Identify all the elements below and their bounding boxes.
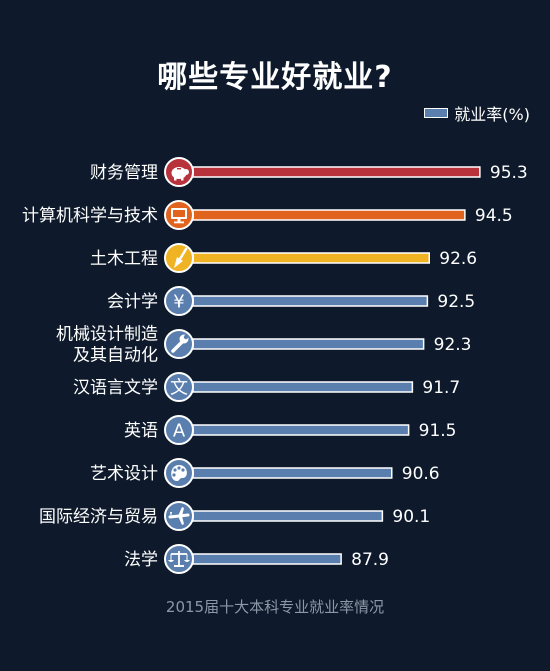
plane-wing [178, 507, 184, 516]
scales-pan [184, 560, 190, 562]
palette-dot [177, 466, 181, 470]
category-label: 英语 [124, 421, 158, 441]
icon-glyph: A [173, 421, 186, 442]
category-label: 会计学 [107, 292, 158, 312]
category-label: 艺术设计 [90, 464, 158, 484]
legend-swatch [424, 108, 449, 118]
monitor-screen [173, 210, 185, 217]
wrench-jaw [183, 334, 189, 340]
category-label: 计算机科学与技术 [22, 206, 158, 226]
icon-circle [164, 286, 194, 316]
scales-base [174, 565, 184, 567]
icon-circle [164, 372, 194, 402]
bar [192, 252, 430, 264]
value-label: 90.6 [402, 464, 440, 484]
piggy-bank-icon [164, 157, 194, 187]
bar [192, 381, 414, 393]
bar-row: 国际经济与贸易 90.1 [39, 501, 430, 531]
bar-row: 财务管理 95.3 [90, 157, 528, 187]
bar [192, 295, 429, 307]
icon-glyph: 文 [170, 378, 188, 399]
category-label: 汉语言文学 [73, 378, 158, 398]
category-label: 及其自动化 [73, 346, 158, 366]
monitor-neck [177, 219, 181, 222]
bar-row: A 英语 91.5 [124, 415, 457, 445]
bar [192, 467, 393, 479]
computer-monitor-icon [164, 200, 194, 230]
value-label: 87.9 [351, 550, 389, 570]
icon-glyph: ¥ [173, 292, 184, 313]
yen-icon: ¥ [164, 286, 194, 316]
bar [192, 553, 342, 565]
bar-row: 土木工程 92.6 [90, 243, 477, 273]
palette-dot [181, 468, 185, 472]
bar [192, 424, 410, 436]
trowel-blade [174, 257, 183, 268]
piggy-slot [177, 168, 181, 170]
legend: 就业率(%) [424, 101, 530, 125]
icon-circle [164, 243, 194, 273]
category-label: 国际经济与贸易 [39, 507, 158, 527]
value-label: 95.3 [490, 163, 528, 183]
value-label: 91.7 [422, 378, 460, 398]
value-label: 90.1 [392, 507, 430, 527]
bar [192, 510, 384, 522]
trowel-icon [164, 243, 194, 273]
piggy-leg [181, 177, 184, 181]
trowel-handle [178, 247, 188, 261]
bar-row: 计算机科学与技术 94.5 [22, 200, 513, 230]
wen-character-icon: 文 [164, 372, 194, 402]
scales-icon [164, 544, 194, 574]
piggy-snout [183, 169, 189, 175]
scales-pan [168, 560, 174, 562]
category-label: 财务管理 [90, 163, 158, 183]
piggy-leg [174, 177, 177, 181]
chart-title: 哪些专业好就业? [157, 60, 393, 95]
category-label: 机械设计制造 [56, 325, 158, 345]
piggy-body [171, 167, 187, 179]
bar [192, 209, 466, 221]
palette-icon [164, 458, 194, 488]
airplane-icon [164, 501, 194, 531]
value-label: 92.6 [439, 249, 477, 269]
letter-a-icon: A [164, 415, 194, 445]
bar-row: ¥ 会计学 92.5 [107, 286, 475, 316]
plane-wing [178, 516, 184, 525]
value-label: 92.3 [434, 335, 472, 355]
bar-row: 法学 87.9 [124, 544, 389, 574]
icon-circle [164, 415, 194, 445]
monitor-base [174, 221, 184, 224]
bar [192, 166, 481, 178]
plane-tail [170, 512, 172, 517]
bar [192, 338, 425, 350]
palette-dot [173, 468, 177, 472]
category-label: 法学 [124, 550, 158, 570]
bar-row: 艺术设计 90.6 [90, 458, 440, 488]
category-label: 土木工程 [90, 249, 158, 269]
chart-caption: 2015届十大本科专业就业率情况 [165, 598, 385, 616]
value-label: 92.5 [437, 292, 475, 312]
wrench-shaft [171, 339, 185, 353]
wrench-icon [164, 329, 194, 359]
palette-dot [172, 473, 176, 477]
value-label: 91.5 [419, 421, 457, 441]
legend-label: 就业率(%) [454, 105, 530, 124]
value-label: 94.5 [475, 206, 513, 226]
